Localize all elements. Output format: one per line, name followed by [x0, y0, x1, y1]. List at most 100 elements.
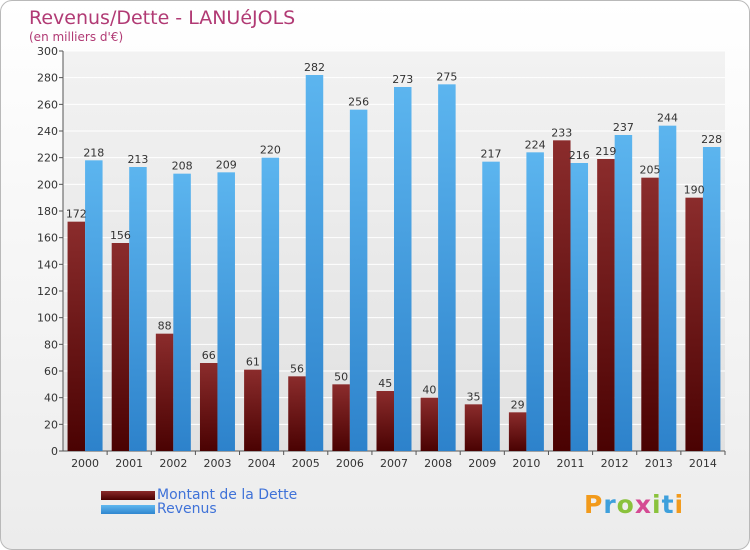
x-tick-label: 2005	[292, 457, 320, 470]
data-label: 45	[378, 377, 392, 390]
chart-title: Revenus/Dette - LANUéJOLS	[29, 7, 296, 29]
y-tick-label: 260	[37, 98, 58, 111]
bar-revenus	[526, 152, 544, 452]
y-tick-label: 300	[37, 45, 58, 58]
legend-label-revenus: Revenus	[157, 501, 217, 517]
x-tick-label: 2006	[336, 457, 364, 470]
data-label: 275	[436, 70, 457, 83]
y-tick-label: 180	[37, 205, 58, 218]
y-tick-label: 120	[37, 285, 58, 298]
y-tick-label: 60	[44, 365, 58, 378]
y-tick-label: 160	[37, 232, 58, 245]
legend-swatch-debt	[101, 490, 155, 500]
data-label: 220	[260, 144, 281, 157]
data-label: 209	[216, 158, 237, 171]
bar-debt	[288, 376, 306, 451]
bar-debt	[67, 221, 86, 451]
legend-swatch-revenus	[101, 504, 155, 514]
data-label: 61	[246, 356, 260, 369]
bar-revenus	[217, 172, 235, 452]
bar-revenus	[438, 84, 456, 451]
bar-revenus	[658, 125, 677, 452]
data-label: 190	[684, 184, 705, 197]
x-tick-label: 2010	[512, 457, 540, 470]
bar-debt	[199, 363, 218, 451]
bar-debt	[464, 404, 483, 451]
x-tick-label: 2000	[71, 457, 99, 470]
x-tick-label: 2008	[424, 457, 452, 470]
data-label: 208	[172, 160, 193, 173]
bar-debt	[155, 333, 174, 451]
data-label: 205	[640, 164, 661, 177]
data-label: 213	[127, 153, 148, 166]
y-tick-label: 0	[51, 445, 58, 458]
data-label: 233	[551, 126, 572, 139]
data-label: 56	[290, 362, 304, 375]
bar-debt	[332, 384, 350, 451]
y-tick-label: 100	[37, 312, 58, 325]
bar-revenus	[394, 87, 412, 451]
bar-debt	[420, 397, 439, 451]
bar-revenus	[85, 160, 103, 452]
bar-debt	[376, 391, 394, 451]
bar-revenus	[129, 167, 147, 451]
data-label: 156	[110, 229, 131, 242]
chart-subtitle: (en milliers d'€)	[29, 30, 124, 44]
data-label: 224	[525, 138, 546, 151]
y-tick-label: 280	[37, 72, 58, 85]
bar-revenus	[173, 173, 191, 451]
x-tick-label: 2004	[248, 457, 276, 470]
x-tick-label: 2012	[601, 457, 629, 470]
bar-debt	[685, 197, 703, 451]
bar-revenus	[482, 161, 500, 451]
y-tick-label: 220	[37, 152, 58, 165]
data-label: 228	[701, 133, 722, 146]
y-tick-label: 140	[37, 258, 58, 271]
bar-revenus	[349, 109, 368, 452]
data-label: 50	[334, 370, 348, 383]
y-tick-label: 200	[37, 178, 58, 191]
x-tick-label: 2014	[689, 457, 717, 470]
bar-debt	[597, 159, 615, 451]
bar-debt	[244, 369, 262, 451]
bar-revenus	[614, 135, 633, 451]
data-label: 29	[511, 398, 525, 411]
data-label: 218	[83, 146, 104, 159]
bar-revenus	[261, 157, 280, 451]
y-tick-label: 240	[37, 125, 58, 138]
x-tick-label: 2011	[557, 457, 585, 470]
data-label: 282	[304, 61, 325, 74]
data-label: 172	[66, 208, 87, 221]
data-label: 217	[481, 148, 502, 161]
bar-revenus	[305, 75, 324, 451]
y-tick-label: 80	[44, 338, 58, 351]
data-label: 237	[613, 121, 634, 134]
bar-debt	[508, 412, 527, 451]
x-tick-label: 2007	[380, 457, 408, 470]
data-label: 66	[202, 349, 216, 362]
bar-revenus	[570, 163, 589, 451]
bar-debt	[641, 177, 659, 451]
data-label: 256	[348, 96, 369, 109]
x-tick-label: 2009	[468, 457, 496, 470]
data-label: 219	[595, 145, 616, 158]
data-label: 273	[392, 73, 413, 86]
legend-item-revenus: Revenus	[101, 501, 217, 517]
legend-item-debt: Montant de la Dette	[101, 487, 297, 503]
x-tick-label: 2001	[115, 457, 143, 470]
x-tick-label: 2002	[159, 457, 187, 470]
y-tick-label: 40	[44, 392, 58, 405]
proxiti-logo: Proxiti	[584, 490, 685, 519]
data-label: 35	[467, 390, 481, 403]
data-label: 88	[158, 320, 172, 333]
data-label: 216	[569, 149, 590, 162]
bar-debt	[553, 140, 571, 452]
x-tick-label: 2003	[203, 457, 231, 470]
bar-revenus	[702, 147, 721, 451]
x-tick-label: 2013	[645, 457, 673, 470]
y-tick-label: 20	[44, 418, 58, 431]
bar-debt	[111, 243, 130, 451]
data-label: 40	[422, 384, 436, 397]
